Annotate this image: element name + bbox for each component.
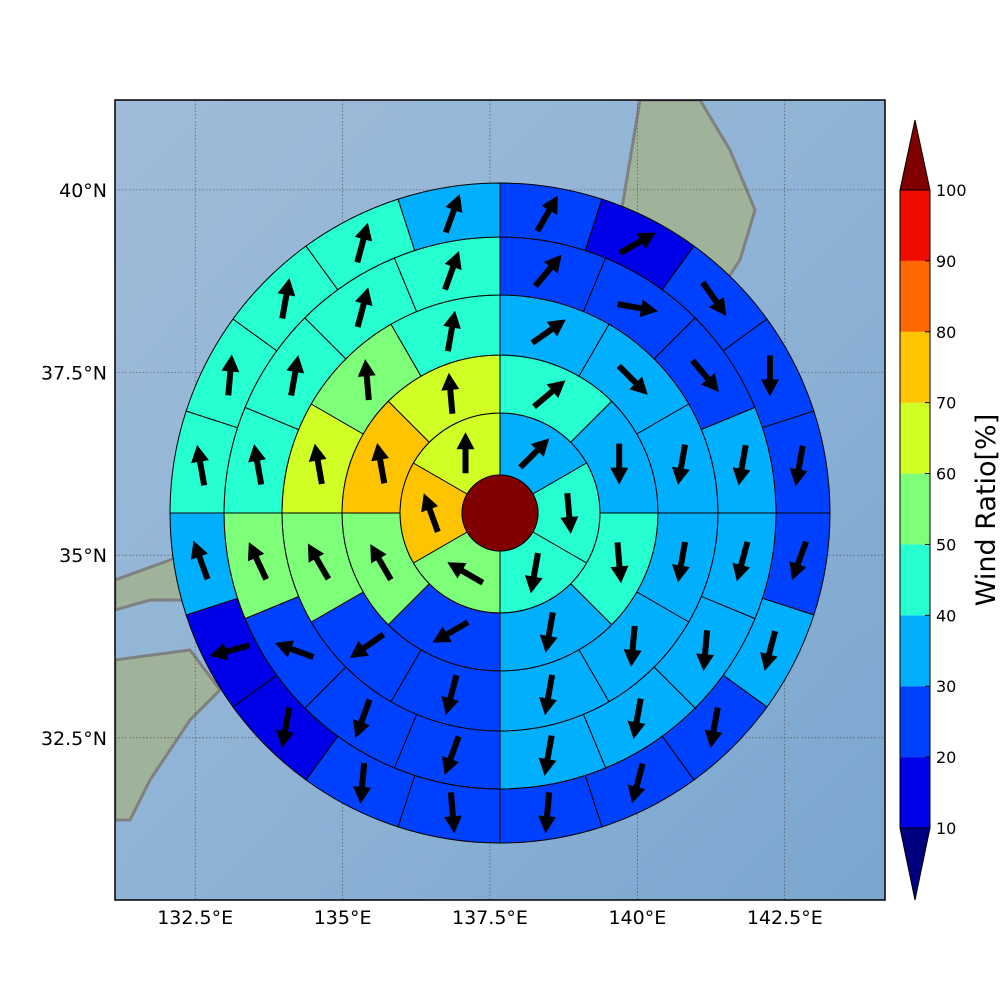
wind-arrow xyxy=(700,280,727,316)
colorbar-extend xyxy=(899,119,931,191)
colorbar-tick-label: 20 xyxy=(936,748,956,767)
colorbar-segment xyxy=(900,615,930,687)
wind-arrow xyxy=(447,562,485,586)
wind-arrow xyxy=(352,698,373,739)
wind-arrow xyxy=(441,735,462,775)
wind-arrow xyxy=(672,444,690,486)
colorbar-label: Wind Ratio[%] xyxy=(971,414,1000,606)
wind-arrow xyxy=(618,232,656,256)
wind-arrow xyxy=(354,287,373,328)
wind-arrow xyxy=(789,540,809,581)
y-tick-label: 37.5°N xyxy=(41,363,107,385)
x-tick-label: 142.5°E xyxy=(747,907,823,929)
wind-arrow xyxy=(442,251,462,291)
wind-arrow xyxy=(349,632,386,658)
wind-arrow xyxy=(443,792,462,834)
colorbar-frame xyxy=(899,189,931,829)
x-tick-label: 132.5°E xyxy=(157,907,233,929)
wind-arrow xyxy=(610,542,629,584)
colorbar-tick-label: 70 xyxy=(936,394,956,413)
colorbar-extend xyxy=(899,827,931,901)
wind-arrow xyxy=(370,544,394,582)
wind-arrow xyxy=(532,380,566,409)
wind-arrow xyxy=(371,442,389,484)
wind-arrow xyxy=(732,541,751,582)
wind-arrow xyxy=(524,552,543,594)
wind-arrow xyxy=(704,707,723,748)
colorbar-tick-label: 50 xyxy=(936,535,956,554)
wind-arrow xyxy=(623,625,642,667)
y-tick-label: 32.5°N xyxy=(41,728,107,750)
wind-arrow xyxy=(617,299,658,318)
wind-arrow xyxy=(530,319,566,346)
wind-arrow xyxy=(456,432,475,474)
y-tick-label: 35°N xyxy=(59,545,107,567)
colorbar-segment xyxy=(900,331,930,403)
x-tick-label: 140°E xyxy=(608,907,666,929)
wind-arrow xyxy=(610,443,629,485)
colorbar-segment xyxy=(900,260,930,332)
wind-arrow xyxy=(627,698,646,740)
wind-arrow xyxy=(443,310,461,352)
wind-arrow xyxy=(690,358,719,392)
wind-arrow xyxy=(442,193,463,234)
colorbar-segment xyxy=(900,686,930,758)
colorbar-tick-label: 60 xyxy=(936,465,956,484)
wind-arrow xyxy=(221,354,240,396)
wind-arrow xyxy=(441,372,460,415)
wind-arrow xyxy=(276,707,294,748)
colorbar-segment xyxy=(900,473,930,545)
colorbar-tick-label: 40 xyxy=(936,606,956,625)
colorbar-tick-label: 10 xyxy=(936,819,956,838)
wind-arrow xyxy=(421,493,441,533)
colorbar-segment xyxy=(900,402,930,474)
wind-arrow xyxy=(533,254,562,288)
wind-arrow xyxy=(518,438,550,470)
colorbar-tick-label: 80 xyxy=(936,323,956,342)
wind-arrow xyxy=(274,640,315,660)
wind-arrow xyxy=(696,630,714,672)
x-tick-label: 135°E xyxy=(314,907,372,929)
wind-arrow xyxy=(307,543,332,581)
wind-arrow xyxy=(534,195,558,233)
plot-frame xyxy=(114,99,886,901)
wind-arrow xyxy=(672,541,690,583)
colorbar-segment xyxy=(900,190,930,261)
wind-arrow xyxy=(247,542,269,581)
wind-arrow xyxy=(441,674,460,715)
colorbar-tick-label: 90 xyxy=(936,252,956,271)
wind-arrow xyxy=(539,674,557,716)
wind-arrow xyxy=(538,792,557,834)
wind-arrow xyxy=(616,363,648,395)
colorbar-segment xyxy=(900,544,930,616)
wind-arrow xyxy=(539,611,558,653)
wind-arrow xyxy=(357,359,376,401)
x-tick-label: 137.5°E xyxy=(452,907,528,929)
colorbar-tick-label: 30 xyxy=(936,677,956,696)
wind-arrow xyxy=(538,735,557,776)
wind-arrow xyxy=(560,492,579,534)
wind-arrow xyxy=(627,762,646,804)
wind-arrow xyxy=(760,630,779,671)
colorbar-tick-label: 100 xyxy=(936,181,967,200)
wind-arrow xyxy=(248,444,266,486)
wind-arrow xyxy=(353,762,372,804)
arrows xyxy=(190,193,809,834)
wind-arrow xyxy=(432,619,470,643)
wind-arrow xyxy=(732,444,751,486)
center-disc xyxy=(461,474,539,552)
y-tick-label: 40°N xyxy=(59,180,107,202)
colorbar-segment xyxy=(900,757,930,828)
wind-arrow xyxy=(354,222,373,264)
wind-arrow xyxy=(760,355,779,397)
wind-arrow xyxy=(209,642,251,661)
wind-arrow xyxy=(308,443,327,485)
wind-arrow xyxy=(190,540,211,581)
wind-arrow xyxy=(277,278,296,319)
wind-arrow xyxy=(191,444,209,486)
colorbar: 10 20 30 40 50 60 70 80 90 100 xyxy=(899,119,967,901)
wind-arrow xyxy=(286,355,305,396)
wind-arrow xyxy=(789,445,808,487)
